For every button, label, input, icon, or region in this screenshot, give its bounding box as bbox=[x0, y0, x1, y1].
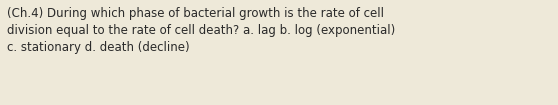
Text: (Ch.4) During which phase of bacterial growth is the rate of cell
division equal: (Ch.4) During which phase of bacterial g… bbox=[7, 7, 395, 54]
